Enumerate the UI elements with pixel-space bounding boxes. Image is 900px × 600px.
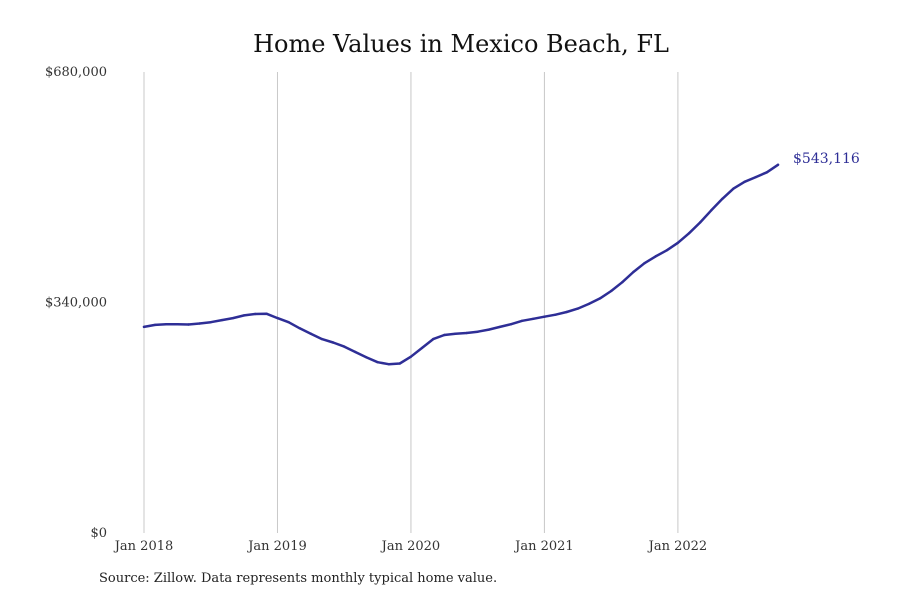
x-tick-label: Jan 2022 xyxy=(647,539,708,554)
data-point xyxy=(254,312,257,316)
x-tick-label: Jan 2021 xyxy=(513,539,574,554)
data-point xyxy=(665,249,668,252)
y-axis: $0 $340,000 $680,000 xyxy=(45,65,107,541)
data-point xyxy=(454,332,457,335)
data-point xyxy=(543,315,546,318)
data-point xyxy=(743,180,746,183)
data-point xyxy=(465,331,468,335)
series-line xyxy=(142,163,780,366)
data-point xyxy=(587,302,591,306)
end-value-label: $543,116 xyxy=(793,151,860,167)
y-tick-label: $680,000 xyxy=(45,65,107,80)
chart-title: Home Values in Mexico Beach, FL xyxy=(253,30,669,58)
data-point xyxy=(354,350,357,354)
data-point xyxy=(732,187,735,190)
data-point xyxy=(565,310,568,314)
data-point xyxy=(187,323,190,326)
data-point xyxy=(710,209,713,212)
source-note: Source: Zillow. Data represents monthly … xyxy=(99,571,498,586)
data-point xyxy=(632,270,635,274)
y-tick-label: $0 xyxy=(90,526,107,541)
data-point xyxy=(765,171,769,174)
data-point xyxy=(231,316,235,320)
x-axis: Jan 2018 Jan 2019 Jan 2020 Jan 2021 Jan 2022 xyxy=(113,539,707,554)
y-tick-label: $340,000 xyxy=(45,296,107,311)
x-tick-label: Jan 2020 xyxy=(380,539,441,554)
data-point xyxy=(198,322,201,325)
data-point xyxy=(676,241,680,244)
data-point xyxy=(776,163,780,166)
data-point xyxy=(265,312,268,315)
data-point xyxy=(476,330,479,333)
data-point xyxy=(687,232,691,235)
data-point xyxy=(242,314,246,317)
data-point xyxy=(521,319,524,322)
x-tick-label: Jan 2019 xyxy=(246,539,307,554)
data-point xyxy=(365,356,368,359)
data-point xyxy=(309,332,312,335)
data-point xyxy=(276,316,279,320)
data-point xyxy=(142,325,146,329)
data-point xyxy=(298,327,301,330)
grid-lines xyxy=(143,72,679,533)
data-point xyxy=(432,337,435,341)
data-point xyxy=(376,361,379,364)
data-point xyxy=(320,337,324,341)
data-point xyxy=(554,313,557,316)
data-point xyxy=(220,318,224,322)
data-point xyxy=(532,317,535,320)
data-point xyxy=(576,307,579,310)
data-point xyxy=(654,255,657,258)
series-group: $543,116 xyxy=(142,151,860,366)
data-point xyxy=(153,323,157,327)
data-point xyxy=(754,175,757,179)
data-point xyxy=(621,281,624,284)
data-point xyxy=(398,362,401,365)
data-point xyxy=(409,355,413,358)
data-point xyxy=(643,262,646,265)
data-point xyxy=(165,323,168,326)
data-point xyxy=(487,328,490,331)
data-point xyxy=(721,197,724,200)
data-point xyxy=(420,346,424,350)
data-point xyxy=(443,333,446,337)
data-point xyxy=(598,297,602,300)
data-point xyxy=(343,345,346,348)
data-point xyxy=(498,325,502,329)
data-point xyxy=(387,363,390,366)
data-point xyxy=(209,321,212,324)
data-point xyxy=(698,221,702,224)
data-point xyxy=(176,323,179,326)
data-point xyxy=(509,323,513,326)
x-tick-label: Jan 2018 xyxy=(113,539,174,554)
data-point xyxy=(610,289,613,293)
data-point xyxy=(331,341,335,344)
data-point xyxy=(287,321,290,324)
